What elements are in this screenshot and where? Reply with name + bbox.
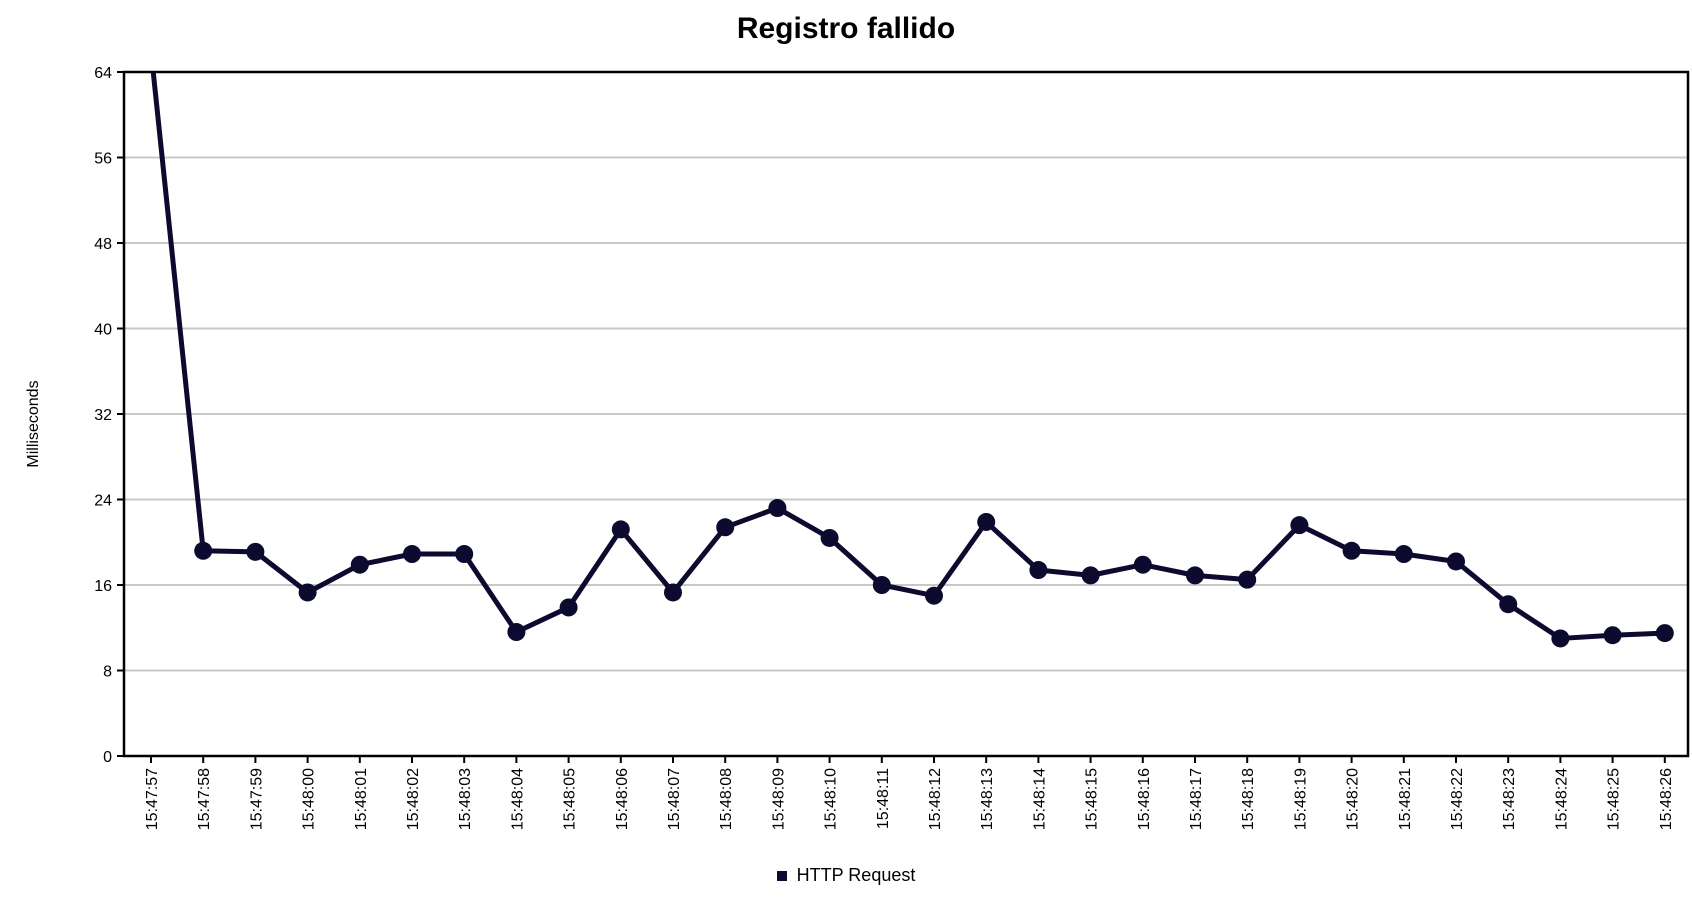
data-point — [1603, 626, 1622, 645]
data-point — [1499, 595, 1518, 614]
x-tick-label: 15:48:09 — [770, 768, 787, 830]
x-tick-label: 15:48:01 — [353, 768, 370, 830]
y-tick-label: 16 — [94, 578, 112, 595]
data-point — [1551, 629, 1570, 648]
data-point — [507, 623, 526, 642]
data-point — [1342, 541, 1361, 560]
x-tick-label: 15:48:18 — [1240, 768, 1257, 830]
x-tick-label: 15:47:58 — [196, 768, 213, 830]
x-tick-label: 15:48:05 — [562, 768, 579, 830]
x-tick-label: 15:48:23 — [1501, 768, 1518, 830]
data-point — [768, 499, 787, 518]
data-point — [1029, 561, 1048, 580]
x-tick-label: 15:48:03 — [457, 768, 474, 830]
data-point — [1133, 555, 1152, 574]
data-point — [716, 518, 735, 537]
x-tick-label: 15:48:12 — [927, 768, 944, 830]
x-tick-label: 15:48:17 — [1188, 768, 1205, 830]
x-tick-label: 15:48:00 — [301, 768, 318, 830]
legend-label: HTTP Request — [796, 865, 916, 885]
data-point — [1081, 566, 1100, 585]
x-tick-label: 15:48:15 — [1084, 768, 1101, 830]
series-line — [150, 72, 1665, 641]
data-point — [1655, 624, 1674, 643]
data-point — [820, 528, 839, 547]
data-point — [194, 541, 213, 560]
x-tick-label: 15:48:13 — [979, 768, 996, 830]
chart-title: Registro fallido — [736, 12, 956, 45]
legend: HTTP Request — [0, 865, 1692, 886]
x-tick-label: 15:48:21 — [1397, 768, 1414, 830]
y-tick-label: 40 — [94, 322, 112, 339]
data-point — [350, 555, 369, 574]
data-point — [977, 512, 996, 531]
y-tick-label: 8 — [103, 664, 112, 681]
y-tick-label: 32 — [94, 407, 112, 424]
data-point — [1394, 545, 1413, 564]
x-tick-label: 15:48:11 — [875, 768, 892, 829]
x-tick-label: 15:48:10 — [823, 768, 840, 830]
x-tick-label: 15:48:22 — [1449, 768, 1466, 830]
data-point — [298, 583, 317, 602]
data-point — [872, 576, 891, 594]
y-tick-label: 56 — [94, 151, 112, 168]
x-tick-label: 15:48:26 — [1658, 768, 1675, 830]
x-tick-label: 15:48:16 — [1136, 768, 1153, 830]
y-tick-label: 64 — [94, 65, 112, 82]
data-point — [925, 586, 943, 605]
x-tick-label: 15:48:06 — [614, 768, 631, 830]
data-point — [664, 583, 682, 602]
data-point — [246, 542, 265, 561]
data-point — [559, 598, 578, 617]
y-tick-label: 24 — [94, 493, 112, 510]
x-tick-label: 15:48:14 — [1031, 768, 1048, 830]
data-point — [1447, 552, 1465, 571]
data-point — [403, 545, 421, 564]
x-tick-label: 15:48:19 — [1292, 768, 1309, 830]
data-point — [1186, 566, 1204, 585]
data-point — [611, 520, 630, 539]
x-tick-label: 15:47:57 — [144, 768, 161, 830]
data-point — [455, 545, 474, 564]
legend-swatch — [776, 870, 787, 881]
x-tick-label: 15:48:04 — [509, 768, 526, 830]
y-tick-label: 0 — [103, 749, 112, 766]
x-tick-label: 15:48:02 — [405, 768, 422, 830]
data-point — [1238, 570, 1257, 589]
x-tick-label: 15:48:07 — [666, 768, 683, 830]
y-tick-label: 48 — [94, 236, 112, 253]
x-tick-label: 15:48:20 — [1345, 768, 1362, 830]
x-tick-label: 15:48:24 — [1553, 768, 1570, 830]
x-tick-label: 15:48:08 — [718, 768, 735, 830]
x-tick-label: 15:47:59 — [248, 768, 265, 830]
x-tick-label: 15:48:25 — [1606, 768, 1623, 830]
data-point — [1290, 516, 1309, 535]
